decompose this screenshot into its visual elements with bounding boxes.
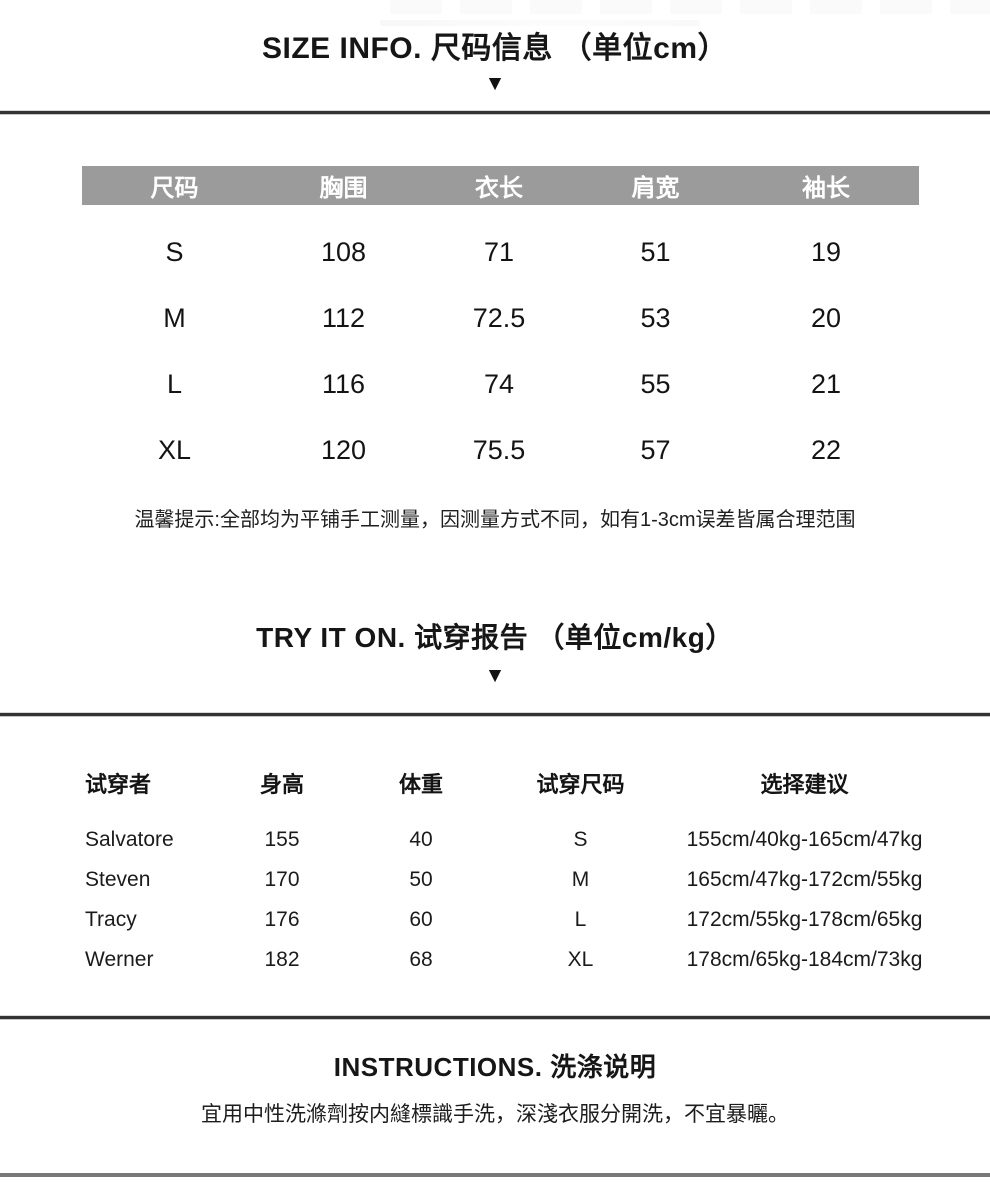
size-table-row-l: L 116 74 55 21 [82,351,919,417]
tryon-cell: 68 [409,948,433,971]
size-table: 尺码 胸围 衣长 肩宽 袖长 S 108 71 51 19 M 112 72.5… [82,166,919,483]
tryon-table-header-row: 试穿者 身高 体重 试穿尺码 选择建议 [85,763,935,803]
size-table-row-s: S 108 71 51 19 [82,219,919,285]
size-cell: L [166,368,183,399]
tryon-table-row: Salvatore 155 40 S 155cm/40kg-165cm/47kg [85,820,935,860]
tryon-table-body: Salvatore 155 40 S 155cm/40kg-165cm/47kg… [85,820,935,980]
tryon-cell: 60 [409,908,433,931]
size-cell: 21 [810,368,842,399]
size-table-header-shoulder: 肩宽 [631,175,680,202]
tryon-cell: 50 [409,868,433,891]
down-triangle-icon: ▼ [484,72,506,95]
tryon-header-model: 试穿者 [85,772,152,797]
tryon-cell: Steven [85,868,151,891]
tryon-title: TRY IT ON. 试穿报告 （单位cm/kg） [256,622,734,653]
size-table-row-m: M 112 72.5 53 20 [82,285,919,351]
size-cell: 20 [810,302,842,333]
down-triangle-icon: ▼ [484,664,506,687]
tryon-table-row: Tracy 176 60 L 172cm/55kg-178cm/65kg [85,900,935,940]
divider-line [0,111,990,114]
tryon-cell: 178cm/65kg-184cm/73kg [686,948,923,971]
size-cell: 108 [320,236,367,267]
size-cell: 120 [320,434,367,465]
tryon-cell: XL [567,948,594,971]
top-edge-smudge [380,20,700,26]
divider-line [0,713,990,716]
bottom-divider-line [0,1173,990,1177]
size-table-header-row: 尺码 胸围 衣长 肩宽 袖长 [82,166,919,205]
tryon-header-height: 身高 [259,772,304,797]
size-cell: 22 [810,434,842,465]
washing-instructions-text: 宜用中性洗滌劑按内縫標識手洗，深淺衣服分開洗，不宜暴曬。 [201,1103,789,1126]
tryon-cell: Tracy [85,908,137,931]
tryon-cell: 165cm/47kg-172cm/55kg [686,868,923,891]
size-cell: S [165,236,184,267]
size-cell: 57 [640,434,671,465]
size-cell: 74 [483,368,515,399]
tryon-table-row: Steven 170 50 M 165cm/47kg-172cm/55kg [85,860,935,900]
top-edge-artifact [390,0,990,14]
size-table-header-length: 衣长 [475,175,523,202]
tryon-cell: L [574,908,587,931]
size-table-body: S 108 71 51 19 M 112 72.5 53 20 L 116 74… [82,219,919,483]
size-cell: 116 [321,368,366,399]
tryon-header-weight: 体重 [398,772,443,797]
tryon-header-size: 试穿尺码 [536,772,625,797]
tryon-cell: 40 [409,828,433,851]
tryon-table: 试穿者 身高 体重 试穿尺码 选择建议 Salvatore 155 40 S 1… [85,763,935,980]
size-table-row-xl: XL 120 75.5 57 22 [82,417,919,483]
tryon-cell: 170 [264,868,300,891]
divider-line [0,1016,990,1019]
size-cell: 75.5 [472,434,526,465]
size-cell: XL [157,434,192,465]
tryon-cell: M [571,868,590,891]
tryon-cell: S [573,828,588,851]
size-cell: M [163,302,186,333]
tryon-cell: Salvatore [85,828,174,851]
tryon-cell: 155cm/40kg-165cm/47kg [686,828,923,851]
size-cell: 55 [640,368,671,399]
size-info-title: SIZE INFO. 尺码信息 （单位cm） [261,32,729,65]
tryon-cell: 172cm/55kg-178cm/65kg [686,908,923,931]
size-cell: 51 [640,236,671,267]
size-table-header-size: 尺码 [150,175,199,202]
tryon-cell: 176 [264,908,300,931]
size-cell: 72.5 [472,302,526,333]
tryon-header-advice: 选择建议 [760,772,849,797]
tryon-table-row: Werner 182 68 XL 178cm/65kg-184cm/73kg [85,940,935,980]
tryon-cell: 155 [264,828,300,851]
instructions-title: INSTRUCTIONS. 洗涤说明 [333,1052,657,1082]
size-cell: 53 [640,302,671,333]
size-cell: 112 [321,302,366,333]
tryon-cell: Werner [85,948,154,971]
size-table-header-sleeve: 袖长 [802,175,850,202]
tryon-cell: 182 [264,948,300,971]
measurement-note: 温馨提示:全部均为平铺手工测量，因测量方式不同，如有1-3cm误差皆属合理范围 [134,509,856,531]
size-cell: 71 [483,236,515,267]
size-cell: 19 [810,236,842,267]
size-table-header-chest: 胸围 [319,175,368,202]
